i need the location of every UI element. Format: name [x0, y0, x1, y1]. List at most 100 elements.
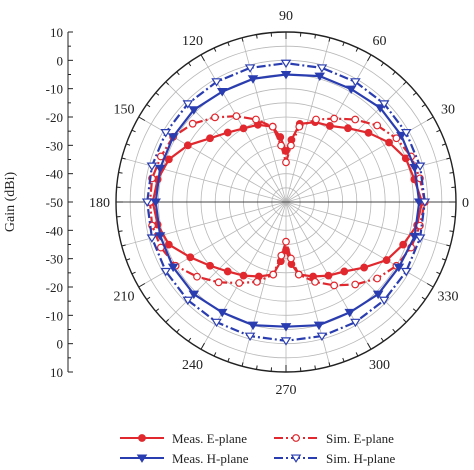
- data-point: [393, 263, 405, 273]
- data-point: [287, 254, 295, 263]
- angle-minor-tick: [146, 296, 151, 300]
- data-point: [385, 138, 393, 147]
- data-point: [295, 122, 304, 131]
- grid-spoke: [121, 201, 287, 247]
- grid-spoke: [165, 81, 287, 203]
- angle-minor-tick: [155, 308, 160, 312]
- data-point: [373, 274, 382, 283]
- angle-minor-tick: [227, 357, 230, 362]
- angle-minor-tick: [176, 328, 180, 333]
- legend-swatch-marker: [138, 434, 146, 442]
- radial-tick-label: -20: [46, 280, 63, 295]
- data-point: [350, 318, 361, 328]
- data-point: [414, 234, 426, 243]
- series-sim-h-plane: [141, 59, 431, 346]
- data-point: [414, 162, 426, 171]
- angle-tick-label: 270: [276, 383, 297, 398]
- angle-minor-tick: [449, 171, 454, 174]
- data-point: [373, 121, 382, 130]
- data-point: [326, 122, 334, 130]
- radial-tick-label: -40: [46, 167, 63, 182]
- data-point: [409, 163, 420, 173]
- angle-minor-tick: [342, 42, 345, 47]
- angle-tick-label: 60: [373, 34, 387, 49]
- angle-minor-tick: [131, 129, 136, 133]
- data-point: [193, 272, 201, 281]
- data-point: [154, 232, 166, 241]
- data-point: [396, 131, 407, 141]
- data-point: [244, 332, 256, 342]
- data-point: [188, 106, 200, 115]
- angle-minor-tick: [165, 81, 169, 85]
- angle-minor-tick: [328, 37, 331, 42]
- angle-minor-tick: [355, 47, 359, 52]
- angle-minor-tick: [155, 92, 160, 96]
- legend-label: Meas. H-plane: [172, 451, 249, 466]
- data-point: [211, 113, 219, 122]
- legend-item: Meas. E-plane: [120, 431, 247, 446]
- angle-minor-tick: [441, 258, 446, 261]
- data-point: [160, 267, 172, 277]
- data-point: [216, 88, 228, 97]
- data-point: [235, 279, 244, 287]
- angle-minor-tick: [118, 171, 123, 174]
- radial-tick-label: 0: [57, 53, 64, 68]
- data-point: [372, 290, 384, 300]
- data-point: [183, 141, 192, 150]
- angle-minor-tick: [421, 296, 426, 300]
- angle-minor-tick: [380, 337, 384, 342]
- data-point: [378, 100, 390, 109]
- data-point: [330, 281, 339, 290]
- data-point: [312, 115, 320, 124]
- angle-minor-tick: [403, 319, 407, 323]
- series-meas-h-plane: [150, 70, 425, 332]
- grid-spoke: [285, 201, 434, 288]
- data-point: [360, 263, 369, 272]
- angle-tick-labels: 0 30 60 90 120 150 180 210 240 270 300 330: [89, 9, 469, 398]
- angle-minor-tick: [118, 230, 123, 233]
- angle-minor-tick: [213, 47, 217, 52]
- angle-tick-label: 210: [114, 290, 135, 305]
- angle-minor-tick: [392, 71, 396, 76]
- data-point: [146, 234, 158, 243]
- data-point: [277, 141, 285, 150]
- data-point: [280, 59, 292, 69]
- data-point: [206, 261, 214, 270]
- angle-minor-tick: [213, 352, 217, 357]
- angle-minor-tick: [131, 271, 136, 275]
- data-point: [146, 162, 158, 171]
- radial-tick-label: 10: [50, 365, 63, 380]
- grid-spoke: [165, 201, 287, 323]
- data-point: [188, 290, 200, 300]
- data-point: [232, 112, 241, 121]
- angle-minor-tick: [126, 258, 131, 261]
- radial-tick-label: 0: [57, 337, 64, 352]
- angle-minor-tick: [188, 337, 192, 342]
- data-point: [280, 337, 292, 346]
- data-point: [247, 75, 259, 84]
- data-point: [351, 280, 360, 289]
- radial-tick-label: -10: [46, 82, 63, 97]
- angle-tick-label: 180: [89, 196, 110, 211]
- angle-minor-tick: [255, 34, 258, 39]
- data-point: [399, 240, 408, 249]
- data-point: [374, 104, 386, 113]
- data-point: [216, 308, 228, 318]
- data-point: [313, 321, 325, 331]
- data-point: [160, 129, 172, 138]
- data-point: [186, 253, 195, 262]
- angle-minor-tick: [314, 34, 317, 39]
- angle-minor-tick: [121, 244, 126, 247]
- radial-tick-label: 10: [50, 25, 63, 40]
- angle-tick-label: 30: [441, 103, 455, 118]
- radial-tick-label: -30: [46, 252, 63, 267]
- data-point: [419, 198, 431, 207]
- data-point: [277, 251, 286, 260]
- angle-minor-tick: [328, 362, 331, 367]
- angle-minor-tick: [200, 342, 205, 350]
- angle-minor-tick: [200, 54, 205, 62]
- data-point: [344, 308, 356, 318]
- angle-minor-tick: [355, 352, 359, 357]
- data-point: [244, 64, 256, 73]
